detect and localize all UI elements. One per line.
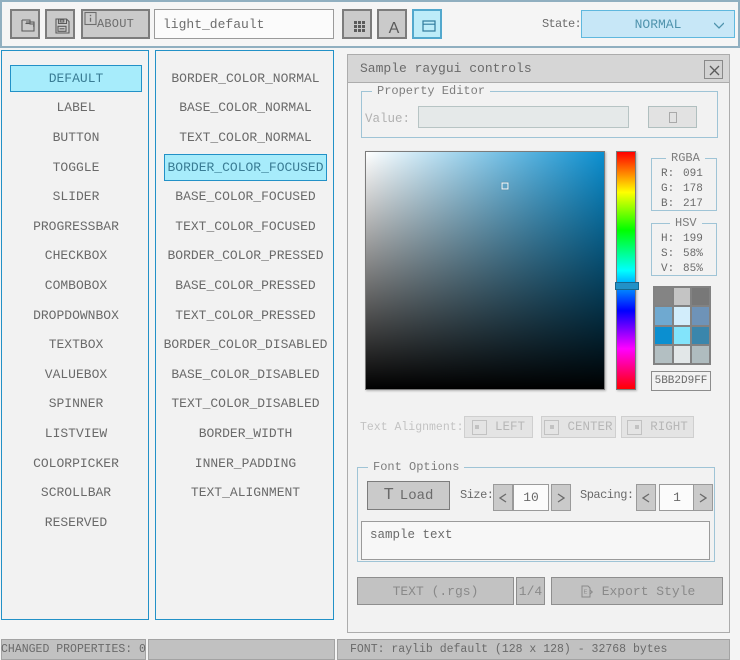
svg-text:A: A <box>389 20 400 37</box>
svg-text:E: E <box>583 589 587 595</box>
